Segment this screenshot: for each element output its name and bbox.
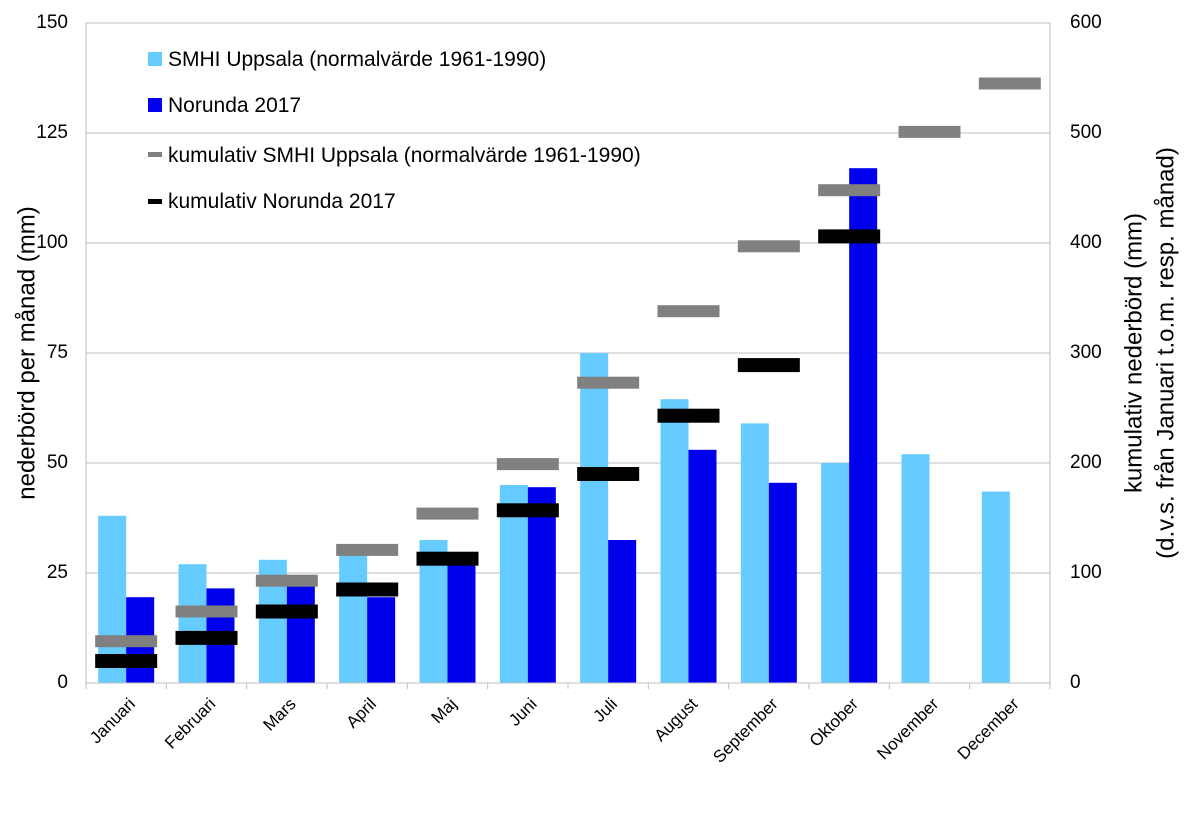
right-axis-title-line1: kumulativ nederbörd (mm): [1120, 213, 1147, 493]
right-tick-label-1: 100: [1070, 562, 1102, 583]
legend-swatch-norunda: [148, 98, 162, 112]
right-tick-label-4: 400: [1070, 232, 1102, 253]
left-tick-label-4: 100: [36, 232, 68, 253]
right-tick-label-0: 0: [1070, 672, 1081, 693]
bar-s1-4: [447, 559, 476, 683]
bar-s0-8: [740, 423, 769, 683]
bar-s1-7: [688, 449, 717, 683]
right-tick-label-6: 600: [1070, 12, 1102, 33]
bar-s0-3: [339, 551, 368, 683]
left-tick-label-2: 50: [47, 452, 68, 473]
legend-swatch-smhi: [148, 52, 162, 66]
right-tick-label-5: 500: [1070, 122, 1102, 143]
category-label-9: Oktober: [806, 694, 862, 750]
marker-s2-9: [818, 184, 881, 197]
axes: [85, 23, 1051, 689]
right-tick-label-2: 200: [1070, 452, 1102, 473]
right-tick-label-3: 300: [1070, 342, 1102, 363]
marker-s3-6: [577, 467, 640, 481]
marker-s2-3: [336, 543, 399, 556]
marker-s2-8: [737, 240, 800, 253]
category-label-3: April: [343, 694, 380, 731]
left-tick-label-5: 125: [36, 122, 68, 143]
category-label-5: Juni: [505, 694, 540, 729]
legend: SMHI Uppsala (normalvärde 1961-1990) Nor…: [148, 48, 641, 213]
marker-s3-7: [657, 408, 720, 423]
gridlines: [86, 22, 1050, 684]
bar-s0-11: [981, 491, 1010, 683]
bar-s0-9: [821, 463, 850, 683]
marker-s3-4: [416, 551, 479, 566]
bar-s0-5: [499, 485, 528, 683]
marker-s2-5: [496, 458, 559, 471]
bar-s1-3: [367, 597, 396, 683]
right-axis-title-line2: (d.v.s. från Januari t.o.m. resp. månad): [1152, 147, 1179, 559]
marker-s3-8: [737, 358, 800, 373]
marker-s2-2: [255, 574, 318, 587]
bar-s1-8: [768, 482, 797, 683]
category-label-2: Mars: [260, 694, 300, 734]
legend-label-norunda: Norunda 2017: [168, 94, 301, 117]
marker-s3-3: [336, 582, 399, 597]
left-tick-label-1: 25: [47, 562, 68, 583]
bar-s0-7: [660, 399, 689, 683]
marker-s2-11: [978, 77, 1041, 90]
cumulative-markers: [95, 77, 1041, 668]
bar-s1-2: [286, 584, 315, 683]
marker-s2-10: [898, 125, 961, 138]
left-axis-title: nederbörd per månad (mm): [13, 206, 40, 499]
category-label-7: August: [650, 694, 701, 745]
legend-label-cum-smhi: kumulativ SMHI Uppsala (normalvärde 1961…: [168, 144, 641, 167]
right-axis-ticks: 0 100 200 300 400 500 600: [1070, 12, 1102, 693]
legend-label-cum-norunda: kumulativ Norunda 2017: [168, 190, 396, 213]
marker-s3-0: [95, 654, 158, 668]
bar-s1-9: [849, 168, 878, 683]
bar-s1-5: [527, 487, 556, 683]
category-label-8: September: [709, 694, 781, 766]
category-label-0: Januari: [86, 694, 139, 747]
marker-s2-6: [577, 376, 640, 389]
legend-swatch-cum-smhi: [148, 152, 162, 157]
left-axis-ticks: 0 25 50 75 100 125 150: [36, 12, 68, 693]
marker-s2-1: [175, 605, 238, 618]
category-label-4: Maj: [428, 694, 461, 727]
bar-s0-10: [901, 454, 930, 683]
marker-s3-2: [255, 604, 318, 619]
bar-s1-6: [608, 540, 637, 683]
category-label-11: December: [954, 694, 1023, 763]
legend-swatch-cum-norunda: [148, 199, 162, 204]
category-label-1: Februari: [161, 694, 219, 752]
legend-label-smhi: SMHI Uppsala (normalvärde 1961-1990): [168, 48, 546, 71]
left-tick-label-3: 75: [47, 342, 68, 363]
bar-s0-6: [580, 353, 609, 683]
left-tick-label-0: 0: [57, 672, 68, 693]
category-labels: Januari Februari Mars April Maj Juni Juli Augus…: [86, 694, 1023, 766]
bar-s0-1: [178, 564, 207, 683]
category-label-10: November: [873, 694, 942, 763]
bar-series: [98, 168, 1010, 683]
marker-s3-5: [496, 503, 559, 518]
marker-s2-7: [657, 305, 720, 318]
marker-s2-0: [95, 635, 158, 648]
marker-s2-4: [416, 507, 479, 520]
marker-s3-9: [818, 229, 881, 244]
marker-s3-1: [175, 630, 238, 645]
left-tick-label-6: 150: [36, 12, 68, 33]
category-label-6: Juli: [590, 694, 621, 725]
